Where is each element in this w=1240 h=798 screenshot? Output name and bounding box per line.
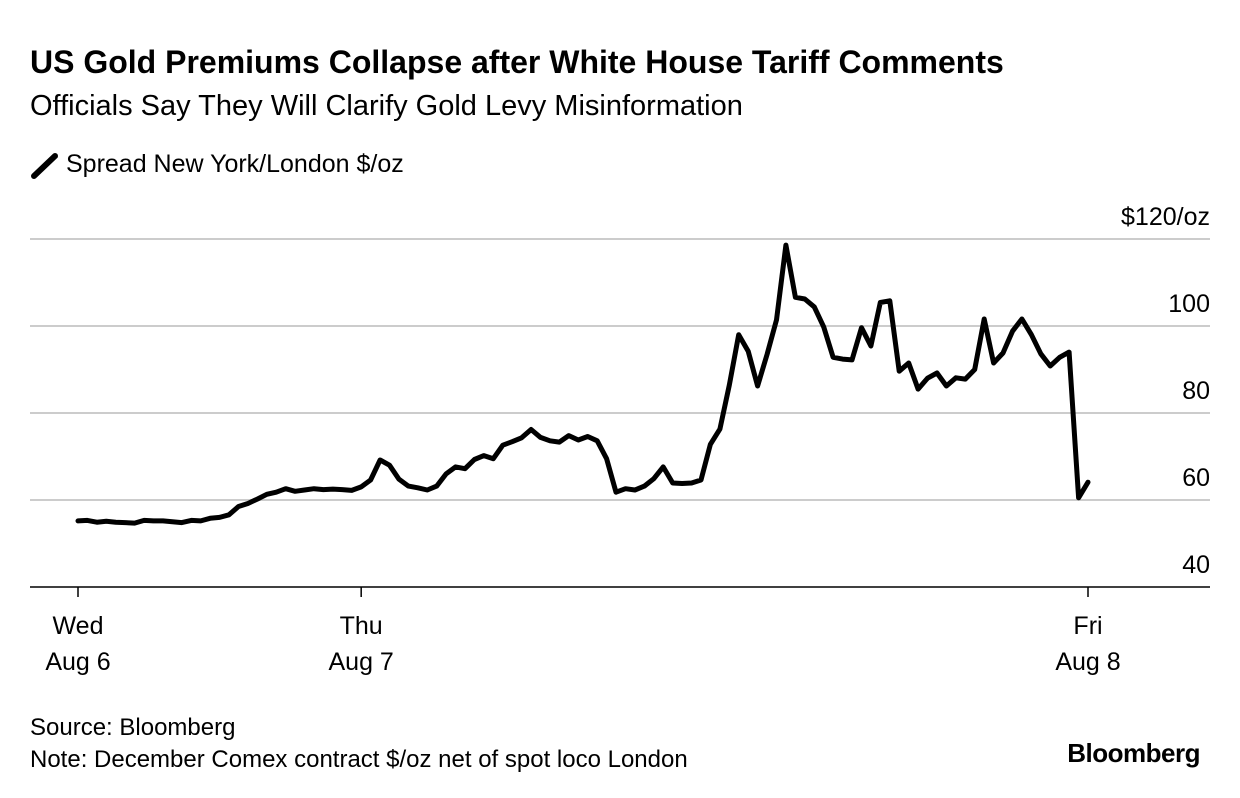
brand: Bloomberg — [1067, 738, 1200, 768]
chart-title: US Gold Premiums Collapse after White Ho… — [30, 44, 1004, 80]
legend-swatch — [31, 153, 58, 179]
source: Source: Bloomberg — [30, 714, 235, 741]
series-line — [75, 242, 1091, 526]
y-tick-label: 80 — [1182, 377, 1210, 405]
y-tick-label: 60 — [1182, 464, 1210, 492]
y-tick-label: $120/oz — [1121, 203, 1210, 231]
y-tick-label: 100 — [1168, 290, 1210, 318]
y-tick-label: 40 — [1182, 551, 1210, 579]
note: Note: December Comex contract $/oz net o… — [30, 746, 688, 773]
chart-subtitle: Officials Say They Will Clarify Gold Lev… — [30, 90, 743, 122]
x-tick-label: Wed Aug 6 — [45, 612, 111, 676]
x-tick-label: Fri Aug 8 — [1055, 612, 1121, 676]
x-tick-label: Thu Aug 7 — [328, 612, 394, 676]
legend-label: Spread New York/London $/oz — [66, 150, 404, 178]
